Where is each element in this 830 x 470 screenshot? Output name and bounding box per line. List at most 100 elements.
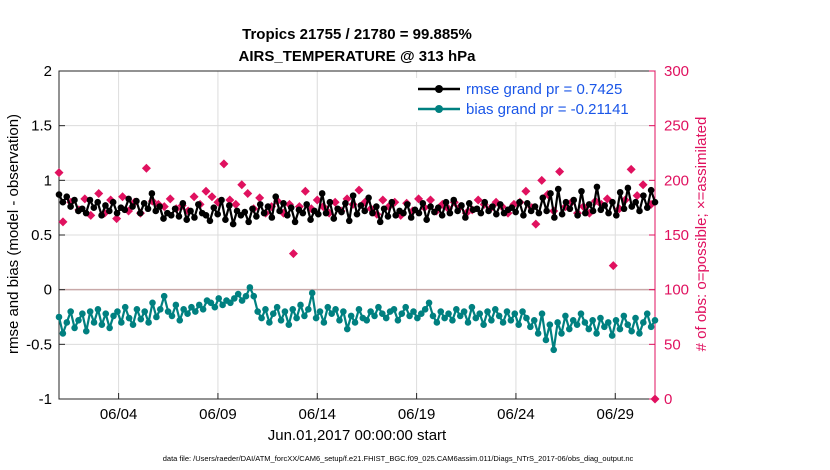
rmse-point	[551, 214, 558, 221]
rmse-point	[353, 210, 361, 218]
rmse-point	[508, 204, 516, 211]
bias-point	[114, 308, 121, 315]
bias-point	[371, 312, 378, 320]
x-tick-label: 06/29	[596, 406, 634, 423]
bias-point	[437, 308, 445, 315]
rmse-point	[539, 194, 547, 202]
y-tick-label-left: 0.5	[31, 227, 52, 244]
rmse-point	[245, 218, 252, 226]
obs-assimilated-point	[288, 249, 298, 259]
rmse-point	[113, 209, 121, 217]
rmse-point	[477, 209, 485, 217]
obs-assimilated-point	[243, 188, 253, 198]
bias-point	[488, 316, 495, 324]
rmse-point	[241, 208, 249, 216]
rmse-point	[322, 209, 330, 217]
y-tick-label-right: 100	[664, 282, 689, 299]
legend: rmse grand pr = 0.7425 bias grand pr = -…	[410, 78, 650, 122]
y-tick-label-left: 1.5	[31, 118, 52, 135]
obs-assimilated-point	[165, 194, 175, 204]
bias-point	[102, 310, 110, 318]
rmse-point	[229, 220, 237, 228]
bias-point	[215, 295, 223, 302]
rmse-point	[125, 195, 132, 203]
bias-point	[445, 310, 452, 318]
obs-assimilated-point	[94, 188, 104, 198]
rmse-point	[450, 196, 458, 204]
rmse-point	[624, 184, 632, 192]
chart-title-line1: Tropics 21755 / 21780 = 99.885%	[242, 26, 472, 43]
bias-point	[608, 332, 616, 339]
rmse-point	[640, 192, 647, 199]
bias-point	[164, 308, 172, 315]
rmse-point	[585, 201, 593, 208]
rmse-point	[593, 183, 601, 191]
bias-point	[406, 312, 413, 320]
rmse-point	[90, 204, 98, 211]
rmse-point	[404, 201, 411, 208]
y-tick-label-right: 200	[664, 172, 689, 189]
plot-area	[54, 159, 660, 404]
bias-point	[347, 312, 355, 320]
bias-point	[250, 292, 258, 300]
rmse-point	[222, 216, 229, 223]
bias-point	[558, 330, 565, 337]
rmse-point	[543, 207, 550, 215]
bias-point	[328, 310, 335, 318]
bias-point	[324, 303, 332, 311]
rmse-point	[423, 216, 430, 223]
rmse-point	[496, 201, 504, 208]
bias-point	[546, 321, 554, 328]
bias-point	[336, 316, 343, 324]
x-tick-label: 06/14	[298, 406, 336, 423]
bias-point	[398, 310, 406, 318]
rmse-point	[144, 205, 152, 213]
rmse-point	[287, 204, 295, 211]
bias-point	[538, 310, 546, 318]
obs-assimilated-point	[189, 192, 199, 202]
rmse-point	[632, 198, 639, 206]
obs-assimilated-point	[219, 159, 229, 169]
bias-point	[593, 330, 600, 337]
rmse-point	[620, 205, 628, 213]
bias-point	[184, 310, 191, 318]
bias-point	[367, 308, 374, 315]
bias-point	[632, 314, 639, 322]
bias-point	[297, 301, 304, 309]
rmse-point	[489, 203, 496, 210]
rmse-point	[431, 208, 438, 216]
bias-point	[121, 303, 129, 311]
obs-assimilated-point	[300, 186, 310, 196]
obs-assimilated-point	[58, 217, 68, 227]
bias-point	[511, 310, 519, 318]
bias-point	[238, 297, 246, 304]
rmse-point	[373, 203, 380, 210]
bias-point	[254, 308, 261, 315]
bias-point	[149, 299, 156, 307]
obs-assimilated-point	[201, 186, 211, 196]
rmse-point	[605, 209, 612, 217]
rmse-point	[427, 203, 434, 210]
rmse-point	[380, 205, 388, 213]
rmse-point	[225, 202, 233, 209]
bias-point	[246, 284, 254, 291]
bias-point	[145, 319, 152, 326]
rmse-point	[303, 201, 310, 208]
rmse-point	[345, 217, 353, 225]
rmse-point	[82, 209, 90, 217]
bias-point	[125, 314, 133, 322]
bias-point	[86, 308, 94, 315]
rmse-point	[601, 202, 608, 209]
bias-point	[417, 310, 425, 318]
y-tick-label-left: 2	[44, 63, 52, 80]
bias-point	[176, 316, 184, 324]
bias-point	[503, 308, 511, 315]
rmse-point	[179, 199, 187, 207]
legend-marker-bias	[435, 105, 443, 113]
rmse-point	[59, 198, 67, 206]
rmse-point	[268, 214, 276, 221]
bias-point	[601, 323, 608, 331]
bias-point	[495, 312, 503, 320]
rmse-point	[597, 206, 605, 214]
